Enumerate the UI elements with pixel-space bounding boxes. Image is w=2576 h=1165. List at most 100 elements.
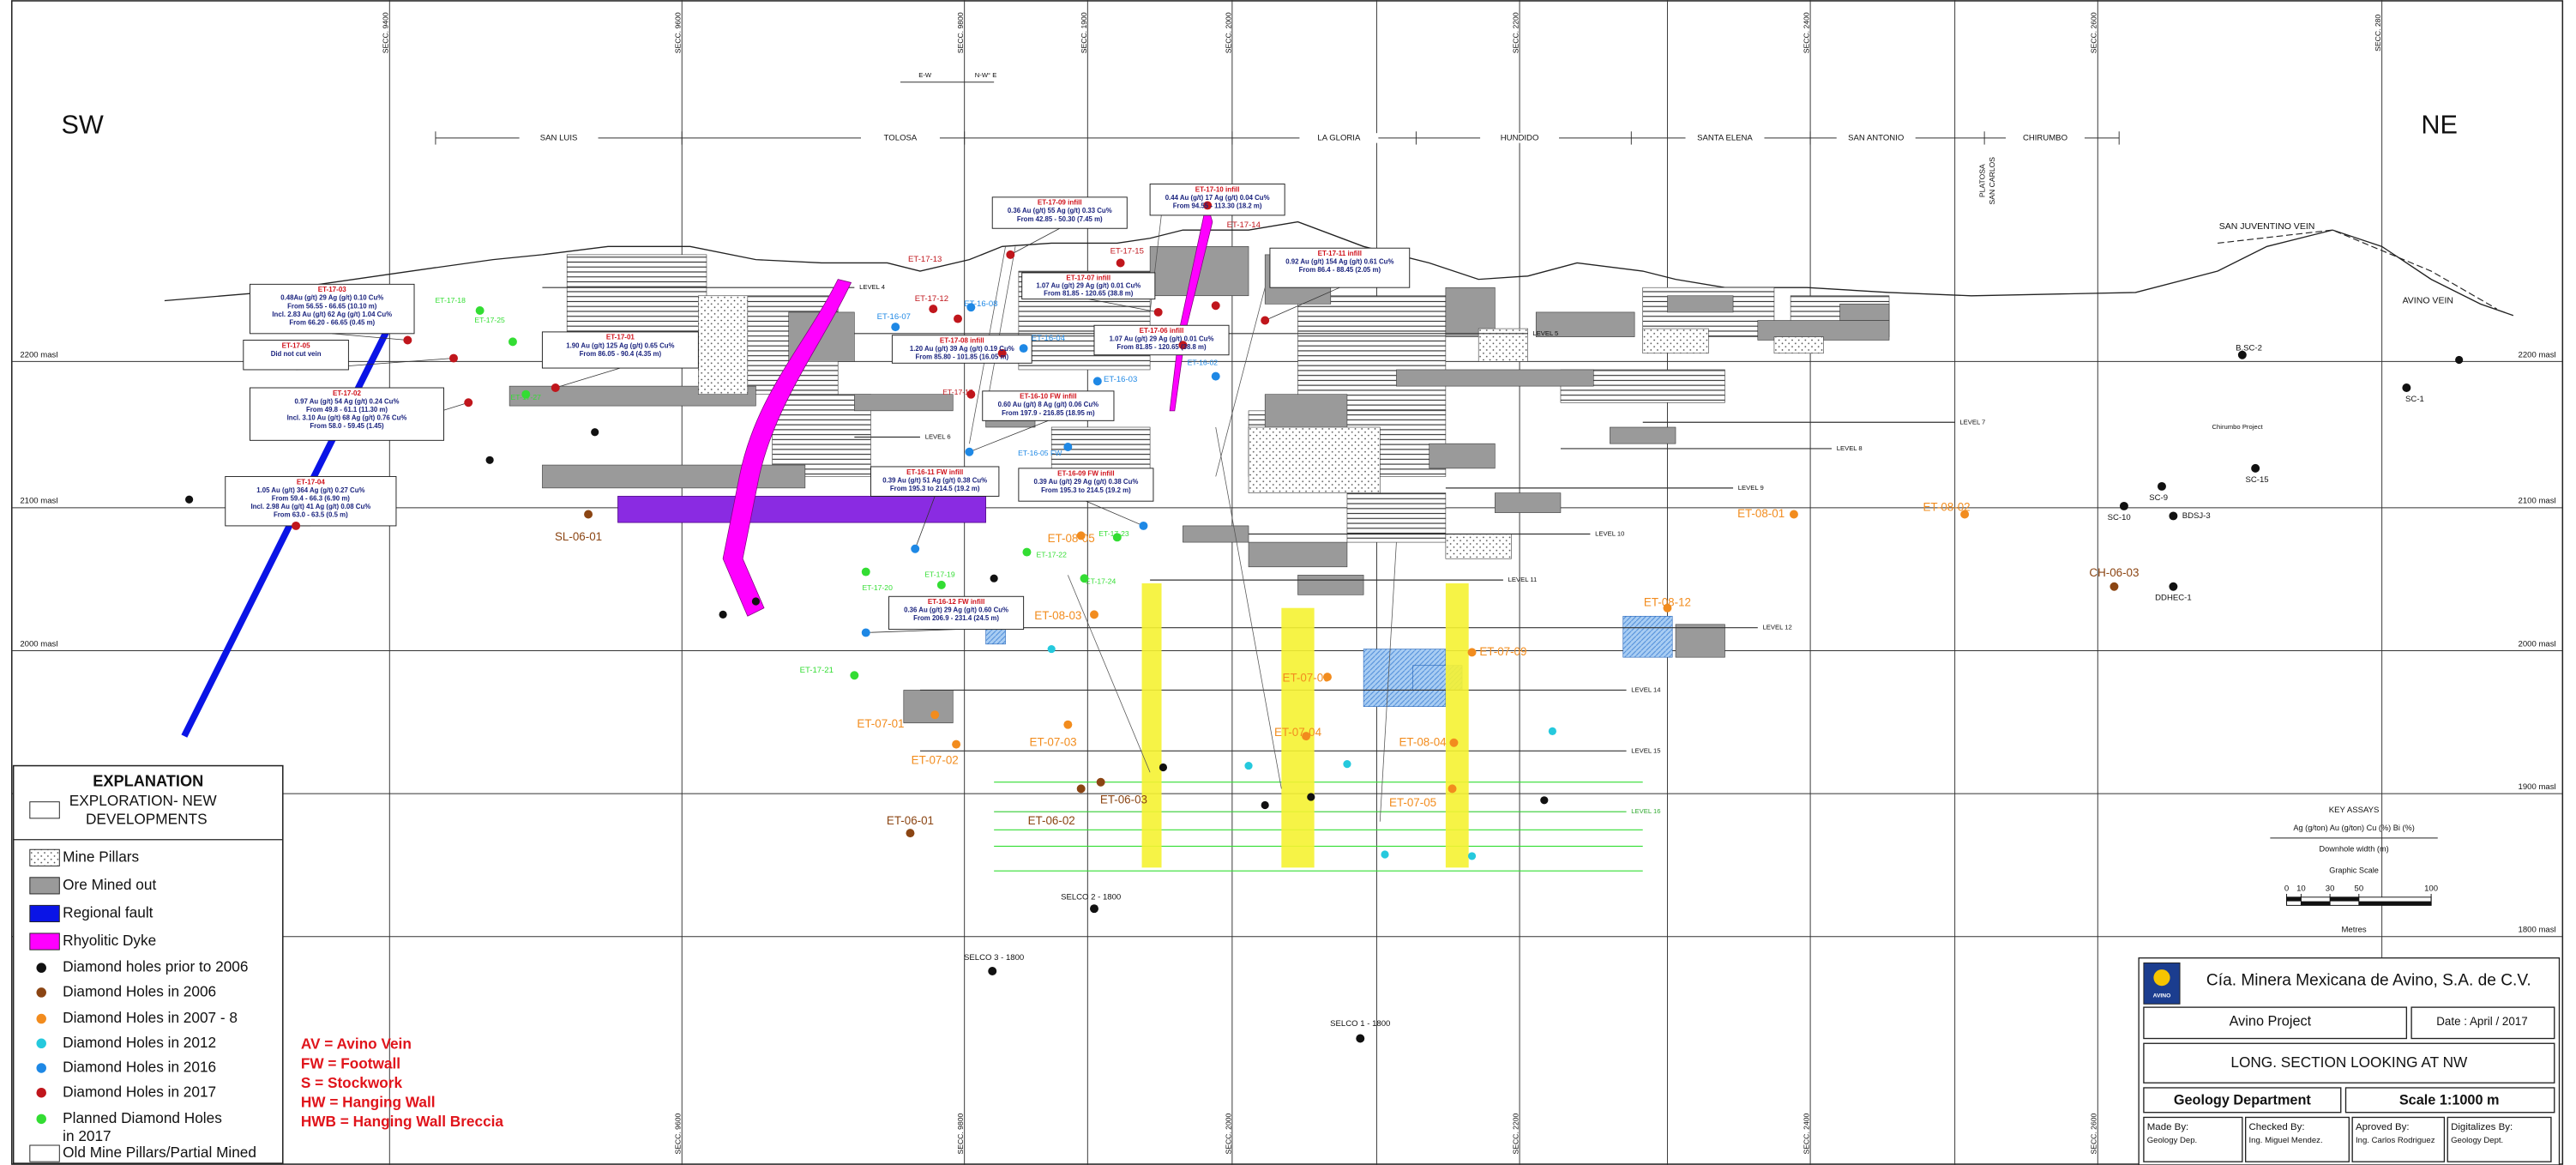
- ore-mined-out: [1429, 443, 1496, 469]
- scale-tick-label: 100: [2424, 884, 2438, 894]
- drill-hole: [2110, 582, 2119, 591]
- drill-hole: [1211, 371, 1220, 381]
- hole-label: ET-06-01: [887, 814, 934, 827]
- level-label: LEVEL 5: [1532, 329, 1558, 337]
- drill-hole: [521, 389, 531, 399]
- elevation-label: 2200 masl: [20, 350, 57, 359]
- hole-label: SC-15: [2246, 475, 2269, 485]
- callout-line: From 81.85 - 120.65 (38.8 m): [1044, 289, 1134, 297]
- title-cell: [2344, 1087, 2555, 1114]
- callout-title: ET-17-03: [318, 286, 347, 293]
- hole-label: ET-16-03: [1104, 375, 1137, 384]
- callout-box: [1093, 324, 1230, 356]
- legend-label: DEVELOPMENTS: [86, 810, 208, 827]
- drill-hole: [1076, 531, 1086, 540]
- section-label: SECC. 2200: [1512, 1113, 1520, 1154]
- drill-hole: [1063, 443, 1073, 451]
- drill-hole: [464, 398, 473, 407]
- cell-name: Geology Dept.: [2451, 1136, 2503, 1145]
- hole-label: ET-07-05: [1389, 796, 1436, 809]
- callout-line: From 206.9 - 231.4 (24.5 m): [913, 614, 999, 622]
- drill-hole: [1322, 673, 1332, 682]
- callout-line: From 197.9 - 216.85 (18.95 m): [1002, 409, 1095, 417]
- zone-label: CHIRUMBO: [2023, 133, 2067, 142]
- elevation-label: 2200 masl: [2519, 350, 2556, 359]
- drill-trace: [1215, 287, 1266, 477]
- drill-hole: [1302, 732, 1311, 741]
- callout-line: Incl. 3.10 Au (g/t) 68 Ag (g/t) 0.76 Cu%: [287, 414, 407, 422]
- drill-hole: [1116, 258, 1125, 268]
- title-cell: [2143, 1042, 2555, 1084]
- hole-label: SL-06-01: [555, 530, 602, 543]
- target-zone: [1445, 582, 1469, 868]
- callout-line: From 195.3 to 214.5 (19.2 m): [890, 485, 980, 492]
- legend-swatch: [36, 1038, 46, 1049]
- zone-bg: [1480, 133, 1560, 143]
- legend-swatch: [36, 1087, 46, 1098]
- drill-hole: [1307, 793, 1315, 801]
- callout-line: From 81.85 - 120.65 (38.8 m): [1116, 343, 1207, 351]
- callout-leader: [914, 496, 936, 549]
- callout-title: ET-17-04: [297, 478, 326, 486]
- legend-label: Regional fault: [63, 903, 153, 921]
- drill-hole: [475, 306, 485, 315]
- title-cell: [2143, 1087, 2342, 1114]
- callout-leader: [332, 333, 408, 341]
- drill-hole: [2157, 481, 2166, 491]
- callout-line: From 85.80 - 101.85 (16.05 m): [916, 353, 1009, 361]
- zone-bg: [2006, 133, 2085, 143]
- callout-line: From 58.0 - 59.45 (1.45): [310, 422, 384, 430]
- level-label: LEVEL 7: [1959, 418, 1985, 426]
- drill-hole: [751, 597, 761, 606]
- section-label: SECC. 2600: [2090, 12, 2098, 53]
- drill-hole: [1080, 574, 1089, 583]
- ore-mined-out: [1495, 492, 1562, 513]
- callout-leader: [1265, 287, 1340, 321]
- drill-hole: [1960, 510, 1970, 519]
- callout-box: [1149, 184, 1285, 216]
- drill-hole: [292, 521, 301, 530]
- orientation-mark: E-W: [918, 71, 932, 79]
- zone-label: HUNDIDO: [1501, 133, 1539, 142]
- callout-title: ET-17-11 infill: [1318, 250, 1362, 257]
- mine-pillar: [698, 295, 749, 395]
- callout-line: 0.44 Au (g/t) 17 Ag (g/t) 0.04 Cu%: [1165, 194, 1270, 202]
- drill-hole: [1090, 904, 1098, 914]
- hole-label: ET-08-12: [1644, 595, 1691, 608]
- drill-hole: [1063, 720, 1073, 729]
- key-width: Downhole width (m): [2319, 845, 2388, 854]
- drill-hole: [1449, 738, 1459, 747]
- callout-line: 0.60 Au (g/t) 8 Ag (g/t) 0.06 Cu%: [998, 401, 1099, 408]
- hole-label: ET-17-19: [924, 570, 955, 579]
- callout-box: [870, 466, 1000, 497]
- hole-label: ET-17-12: [915, 294, 948, 304]
- drill-hole: [2455, 355, 2464, 365]
- drill-hole: [2119, 501, 2128, 510]
- drill-hole: [1663, 603, 1672, 613]
- drill-hole: [850, 671, 859, 680]
- abbreviation: FW = Footwall: [301, 1054, 400, 1071]
- drill-hole: [508, 337, 517, 347]
- callout-box: [225, 475, 397, 527]
- abbreviation: S = Stockwork: [301, 1074, 403, 1091]
- section-label: SECC. 9800: [956, 1113, 965, 1154]
- callout-leader: [555, 367, 621, 389]
- ore-mined-out: [1248, 541, 1348, 568]
- zone-label: SAN ANTONIO: [1848, 133, 1904, 142]
- drill-hole: [861, 628, 870, 637]
- title-cell: [2447, 1116, 2552, 1162]
- hole-label: CH-06-03: [2089, 566, 2139, 579]
- legend-label: Diamond holes prior to 2006: [63, 958, 248, 975]
- callout-line: 1.90 Au (g/t) 125 Ag (g/t) 0.65 Cu%: [566, 341, 674, 349]
- key-columns: Ag (g/ton) Au (g/ton) Cu (%) Bi (%): [2293, 824, 2414, 832]
- key-title: KEY ASSAYS: [2329, 806, 2380, 815]
- section-label: SECC. 2400: [1803, 1113, 1811, 1154]
- callout-box: [541, 331, 699, 369]
- callout-line: 0.36 Au (g/t) 55 Ag (g/t) 0.33 Cu%: [1008, 207, 1112, 214]
- ore-mined-out: [1675, 624, 1725, 658]
- drill-hole: [591, 428, 599, 437]
- callout-line: 1.05 Au (g/t) 364 Ag (g/t) 0.27 Cu%: [256, 486, 364, 494]
- drill-hole: [1211, 301, 1220, 311]
- legend-swatch: [36, 987, 46, 998]
- drill-hole: [584, 510, 593, 519]
